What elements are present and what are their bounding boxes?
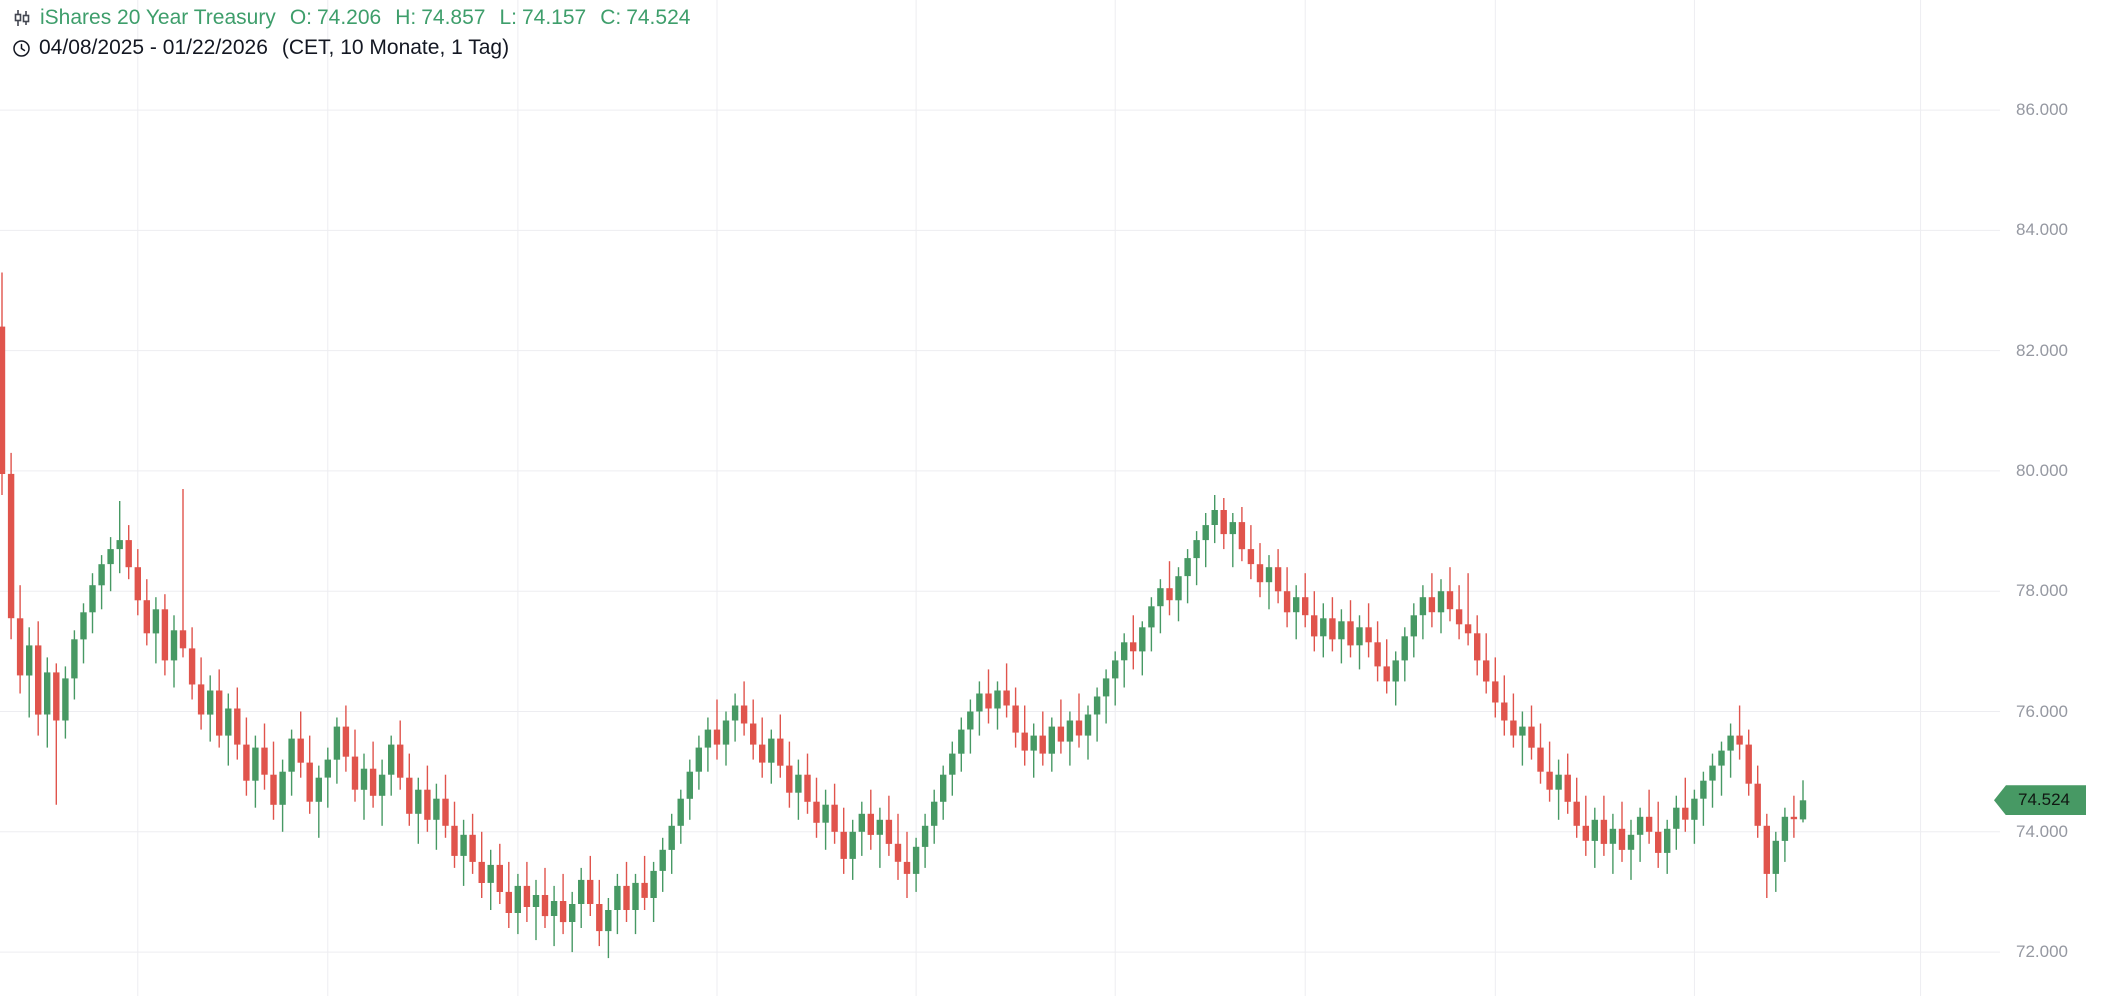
legend-main-row: iShares 20 Year Treasury O: 74.206 H: 74.8… <box>12 4 690 32</box>
open-value: 74.206 <box>316 6 382 29</box>
price-axis-label: 86.000 <box>2016 100 2068 120</box>
price-axis-label: 82.000 <box>2016 340 2068 360</box>
high-label: H: <box>395 6 417 29</box>
low-value: 74.157 <box>521 6 587 29</box>
high-value: 74.857 <box>421 6 486 29</box>
close-pair: C: 74.524 <box>600 6 690 30</box>
price-axis-label: 84.000 <box>2016 220 2068 240</box>
open-label: O: <box>289 6 312 29</box>
price-axis-label: 72.000 <box>2016 942 2068 962</box>
price-axis-label: 78.000 <box>2016 581 2068 601</box>
chart-legend: iShares 20 Year Treasury O: 74.206 H: 74.8… <box>12 4 690 62</box>
low-label: L: <box>499 6 517 29</box>
open-pair: O: 74.206 <box>290 6 381 30</box>
clock-icon <box>12 39 31 58</box>
last-price-tag: 74.524 <box>1994 785 2086 816</box>
last-price-value: 74.524 <box>2018 790 2070 810</box>
candlestick-chart[interactable] <box>0 0 2000 996</box>
close-label: C: <box>600 6 622 29</box>
close-value: 74.524 <box>626 6 691 29</box>
symbol-name[interactable]: iShares 20 Year Treasury <box>40 6 276 29</box>
price-axis-label: 76.000 <box>2016 701 2068 721</box>
series-icon <box>12 8 32 28</box>
interval-info: (CET, 10 Monate, 1 Tag) <box>281 36 510 59</box>
legend-range-row: 04/08/2025 - 01/22/2026 (CET, 10 Monate,… <box>12 34 690 62</box>
low-pair: L: 74.157 <box>499 6 586 30</box>
high-pair: H: 74.857 <box>395 6 485 30</box>
price-axis-label: 74.000 <box>2016 821 2068 841</box>
price-axis-label: 80.000 <box>2016 460 2068 480</box>
price-axis[interactable]: 74.524 86.000 84.000 82.000 80.000 78.000 76.… <box>1994 0 2110 996</box>
date-range: 04/08/2025 - 01/22/2026 <box>39 36 268 59</box>
